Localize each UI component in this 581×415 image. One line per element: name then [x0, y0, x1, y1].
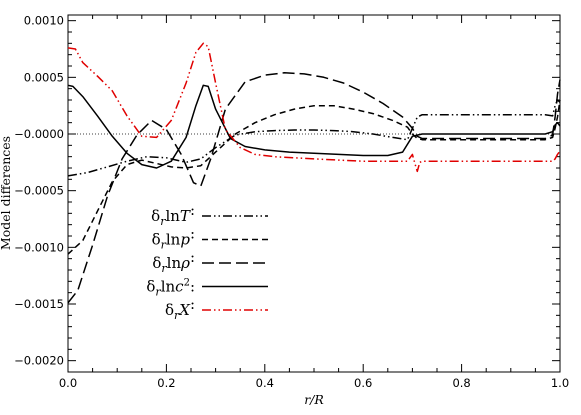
x-tick-label: 0.0: [59, 376, 77, 390]
y-tick-label: −0.0020: [14, 354, 64, 368]
x-tick-label: 0.2: [157, 376, 175, 390]
series-line-1: [67, 99, 561, 177]
legend-label-5: δr​X​:: [165, 295, 195, 322]
y-tick-label: 0.0005: [24, 70, 64, 84]
legend-label-1: δrlnT​:: [151, 201, 195, 228]
x-axis-label: r/R: [304, 392, 324, 407]
series-line-2: [67, 99, 561, 255]
series-line-4: [67, 84, 561, 169]
series-line-5: [67, 42, 561, 173]
y-tick-label: −0.0015: [14, 297, 64, 311]
y-tick-label: −0.0000: [14, 127, 64, 141]
x-tick-label: 0.4: [256, 376, 274, 390]
y-axis-label: Model differences: [0, 136, 13, 250]
series-line-3: [67, 72, 561, 304]
y-tick-label: −0.0005: [14, 184, 64, 198]
legend-label-3: δrlnρ​:: [152, 248, 195, 275]
plot-frame: [67, 14, 561, 373]
x-tick-label: 0.8: [452, 376, 470, 390]
x-tick-label: 1.0: [551, 376, 569, 390]
legend-label-4: δrlnc2:: [146, 278, 195, 299]
y-tick-label: −0.0010: [14, 240, 64, 254]
legend-label-2: δrlnp​:: [152, 225, 195, 252]
x-tick-label: 0.6: [354, 376, 372, 390]
y-tick-label: 0.0010: [24, 14, 64, 28]
